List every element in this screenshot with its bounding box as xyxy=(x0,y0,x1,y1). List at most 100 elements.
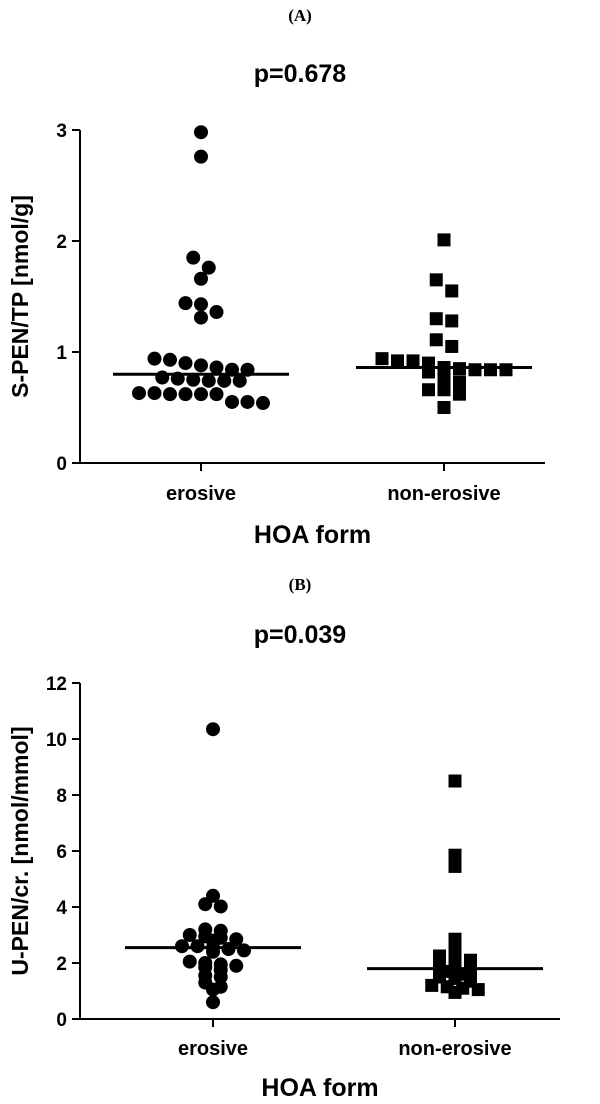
data-point-square xyxy=(422,365,435,379)
data-point-circle xyxy=(182,954,197,969)
x-category-label: erosive xyxy=(178,1038,248,1060)
data-point-circle xyxy=(237,943,251,958)
data-point-square xyxy=(445,339,459,353)
data-point-circle xyxy=(201,260,216,275)
data-point-square xyxy=(453,387,466,401)
chart-b: 0 2 4 6 8 10 12 erosive non-erosive HOA form U-PEN… xyxy=(7,674,560,1102)
data-point-circle xyxy=(194,297,208,312)
data-point-circle xyxy=(194,310,208,325)
data-point-circle xyxy=(240,362,255,377)
data-point-square xyxy=(429,333,443,347)
data-point-circle xyxy=(209,305,224,320)
x-category-label: non-erosive xyxy=(387,483,500,505)
data-point-circle xyxy=(229,932,244,947)
x-axis-title: HOA form xyxy=(254,521,371,549)
data-point-square xyxy=(448,985,462,999)
data-point-square xyxy=(433,949,446,963)
data-point-circle xyxy=(175,939,189,954)
data-point-circle xyxy=(182,928,197,942)
y-axis-title: U-PEN/cr. [nmol/mmol] xyxy=(7,726,33,975)
data-point-circle xyxy=(225,362,239,377)
data-point-square xyxy=(445,314,459,328)
data-point-circle xyxy=(206,982,220,997)
data-point-square xyxy=(453,362,466,376)
data-point-circle xyxy=(147,386,162,401)
data-point-square xyxy=(448,942,462,956)
chart-a: 0 1 2 3 erosive non-erosive HOA form S-PEN/TP [… xyxy=(7,121,545,549)
data-point-circle xyxy=(225,394,239,409)
data-point-square xyxy=(437,401,451,414)
x-category-label: non-erosive xyxy=(398,1038,511,1060)
data-point-circle xyxy=(198,897,213,912)
data-point-circle xyxy=(194,271,208,286)
data-point-square xyxy=(468,363,482,377)
y-tick-label: 0 xyxy=(56,454,67,475)
data-point-square xyxy=(437,373,451,387)
y-tick-label: 8 xyxy=(56,786,67,807)
data-point-circle xyxy=(240,394,255,409)
data-point-square xyxy=(464,953,477,967)
data-point-circle xyxy=(186,372,201,387)
data-point-circle xyxy=(194,387,208,402)
x-category-label: erosive xyxy=(166,483,236,505)
data-point-circle xyxy=(206,722,220,737)
data-point-circle xyxy=(155,370,170,385)
panel-b-label: (B) xyxy=(288,575,312,594)
data-point-circle xyxy=(147,351,162,366)
data-point-square xyxy=(437,383,451,397)
data-point-square xyxy=(406,354,420,368)
data-point-circle xyxy=(201,373,216,388)
data-point-circle xyxy=(206,995,220,1010)
panel-a-label: (A) xyxy=(288,6,312,25)
data-point-circle xyxy=(163,387,177,402)
data-point-square xyxy=(445,284,459,298)
data-point-square xyxy=(437,361,451,375)
data-point-square xyxy=(437,233,451,247)
data-point-circle xyxy=(209,360,224,375)
data-point-circle xyxy=(232,373,247,388)
data-point-square xyxy=(499,363,513,377)
data-point-circle xyxy=(213,970,228,984)
data-point-circle xyxy=(221,942,236,956)
data-point-circle xyxy=(186,250,201,265)
y-tick-label: 2 xyxy=(56,232,67,253)
data-point-square xyxy=(391,354,404,368)
data-point-circle xyxy=(209,387,224,402)
y-tick-label: 0 xyxy=(56,1010,67,1031)
panel-a-title: p=0.678 xyxy=(253,60,347,88)
data-point-circle xyxy=(178,387,193,402)
y-tick-label: 1 xyxy=(56,343,67,364)
data-point-circle xyxy=(190,939,205,954)
y-axis-title: S-PEN/TP [nmol/g] xyxy=(7,195,33,398)
y-tick-label: 2 xyxy=(56,954,67,975)
data-point-square xyxy=(429,273,443,287)
data-point-square xyxy=(448,932,462,946)
data-point-circle xyxy=(178,296,193,311)
data-point-circle xyxy=(229,958,244,973)
data-point-square xyxy=(429,312,443,326)
data-point-circle xyxy=(217,373,232,388)
data-point-circle xyxy=(178,356,193,371)
x-axis-title: HOA form xyxy=(261,1074,378,1102)
data-point-square xyxy=(448,774,462,788)
data-point-square xyxy=(484,363,497,377)
data-point-square xyxy=(453,375,466,389)
data-point-circle xyxy=(206,944,220,959)
data-point-circle xyxy=(213,899,228,914)
data-point-circle xyxy=(256,396,270,411)
data-point-circle xyxy=(194,149,208,164)
data-point-circle xyxy=(170,371,185,386)
panel-b-title: p=0.039 xyxy=(253,621,347,649)
y-tick-label: 10 xyxy=(46,730,67,751)
y-tick-label: 6 xyxy=(56,842,67,863)
data-point-square xyxy=(422,383,435,397)
data-point-circle xyxy=(194,358,208,373)
data-point-square xyxy=(375,352,389,366)
data-point-square xyxy=(471,983,485,997)
data-point-circle xyxy=(194,125,208,140)
y-tick-label: 12 xyxy=(46,674,67,695)
data-point-square xyxy=(425,978,439,992)
y-tick-label: 3 xyxy=(56,121,67,142)
data-point-circle xyxy=(163,352,177,367)
data-point-square xyxy=(448,848,462,862)
